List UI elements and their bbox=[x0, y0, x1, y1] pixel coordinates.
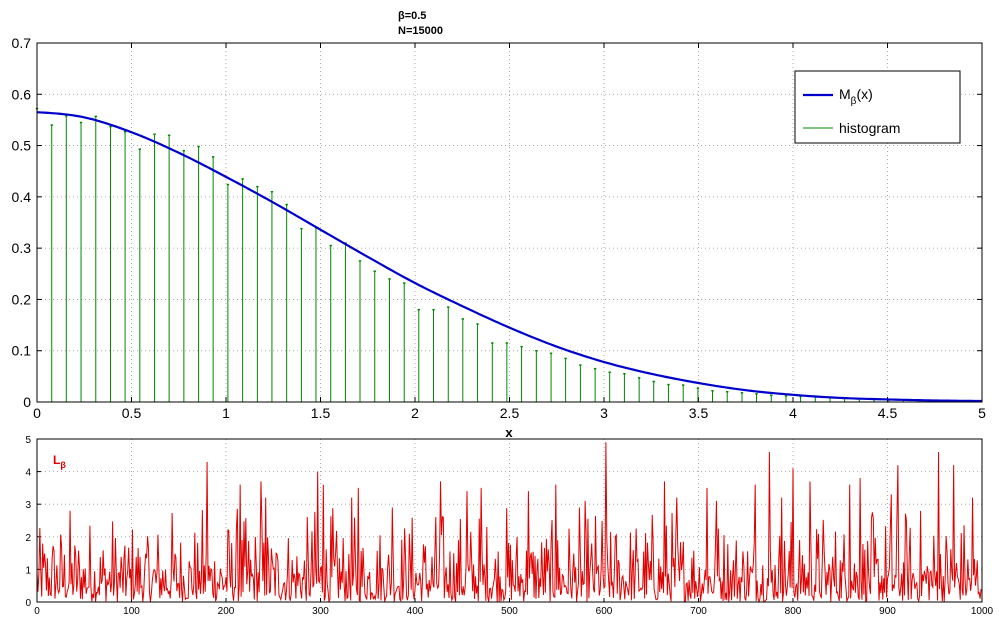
bottom-x-tick-label: 900 bbox=[879, 606, 896, 617]
top-x-tick-label: 1 bbox=[222, 405, 230, 421]
bottom-x-tick-label: 800 bbox=[785, 606, 802, 617]
top-x-tick-label: 0 bbox=[33, 405, 41, 421]
top-plot-frame bbox=[36, 42, 983, 403]
bottom-x-tick-label: 600 bbox=[596, 606, 613, 617]
top-y-tick-label: 0.7 bbox=[12, 35, 32, 51]
top-y-tick-label: 0.2 bbox=[12, 291, 32, 307]
top-x-tick-label: 0.5 bbox=[122, 405, 142, 421]
top-y-tick-label: 0.4 bbox=[12, 189, 32, 205]
top-x-tick-label: 5 bbox=[978, 405, 986, 421]
l-beta-sub: β bbox=[60, 460, 66, 470]
top-y-tick-label: 0.6 bbox=[12, 86, 32, 102]
bottom-x-tick-label: 700 bbox=[690, 606, 707, 617]
top-x-tick-label: 2 bbox=[411, 405, 419, 421]
bottom-y-tick-label: 0 bbox=[25, 598, 31, 609]
top-y-tick-label: 0.1 bbox=[12, 343, 32, 359]
bottom-x-tick-labels: 0 100 200 300 400 500 600 700 800 900 1000 bbox=[34, 606, 993, 617]
l-beta-series bbox=[36, 442, 982, 604]
bottom-y-tick-label: 2 bbox=[25, 533, 31, 544]
top-x-tick-label: 3 bbox=[600, 405, 608, 421]
chart-title-line-1: β=0.5 bbox=[398, 10, 426, 22]
l-beta-label: Lβ bbox=[53, 453, 66, 470]
legend-entry-m-beta: Mβ(x) bbox=[839, 86, 873, 107]
bottom-x-tick-label: 0 bbox=[34, 606, 40, 617]
bottom-x-tick-label: 300 bbox=[312, 606, 329, 617]
top-x-tick-label: 1.5 bbox=[311, 405, 331, 421]
bottom-x-tick-label: 400 bbox=[407, 606, 424, 617]
top-x-tick-label: 4.5 bbox=[878, 405, 898, 421]
bottom-y-tick-labels: 0 1 2 3 4 5 bbox=[25, 435, 31, 609]
legend-m-beta-sub: β bbox=[851, 96, 857, 107]
top-y-tick-labels: 0 0.1 0.2 0.3 0.4 0.5 0.6 0.7 bbox=[12, 35, 32, 410]
bottom-y-tick-label: 1 bbox=[25, 565, 31, 576]
top-x-tick-label: 4 bbox=[789, 405, 797, 421]
bottom-y-tick-label: 3 bbox=[25, 500, 31, 511]
bottom-x-tick-label: 200 bbox=[218, 606, 235, 617]
legend-m-beta-main: M bbox=[839, 86, 851, 102]
legend-box bbox=[794, 70, 961, 144]
bottom-plot-frame bbox=[36, 438, 983, 603]
bottom-x-tick-label: 100 bbox=[123, 606, 140, 617]
legend-entry-histogram: histogram bbox=[839, 120, 900, 136]
chart-title-line-2: N=15000 bbox=[398, 25, 443, 37]
legend-m-beta-suffix: (x) bbox=[856, 86, 872, 102]
top-plot: 0 0.5 1 1.5 2 2.5 3 3.5 4 4.5 5 0 0.1 0.2 0.3 0.4 0.5 0.… bbox=[12, 35, 987, 440]
top-y-tick-label: 0.3 bbox=[12, 240, 32, 256]
top-x-tick-label: 3.5 bbox=[689, 405, 709, 421]
top-x-tick-labels: 0 0.5 1 1.5 2 2.5 3 3.5 4 4.5 5 bbox=[33, 405, 986, 421]
top-y-tick-label: 0 bbox=[23, 394, 31, 410]
bottom-y-tick-label: 4 bbox=[25, 468, 31, 479]
x-axis-label: x bbox=[505, 425, 513, 440]
legend: Mβ(x) histogram bbox=[794, 70, 961, 144]
top-plot-grid bbox=[36, 42, 983, 403]
bottom-y-tick-label: 5 bbox=[25, 435, 31, 446]
l-beta-main: L bbox=[53, 453, 60, 467]
top-x-tick-label: 2.5 bbox=[500, 405, 520, 421]
m-beta-curve bbox=[36, 111, 983, 403]
top-y-tick-label: 0.5 bbox=[12, 138, 32, 154]
bottom-x-tick-label: 500 bbox=[501, 606, 518, 617]
bottom-plot: 0 100 200 300 400 500 600 700 800 900 1000 012345 … bbox=[25, 435, 993, 617]
bottom-x-tick-label: 1000 bbox=[971, 606, 994, 617]
